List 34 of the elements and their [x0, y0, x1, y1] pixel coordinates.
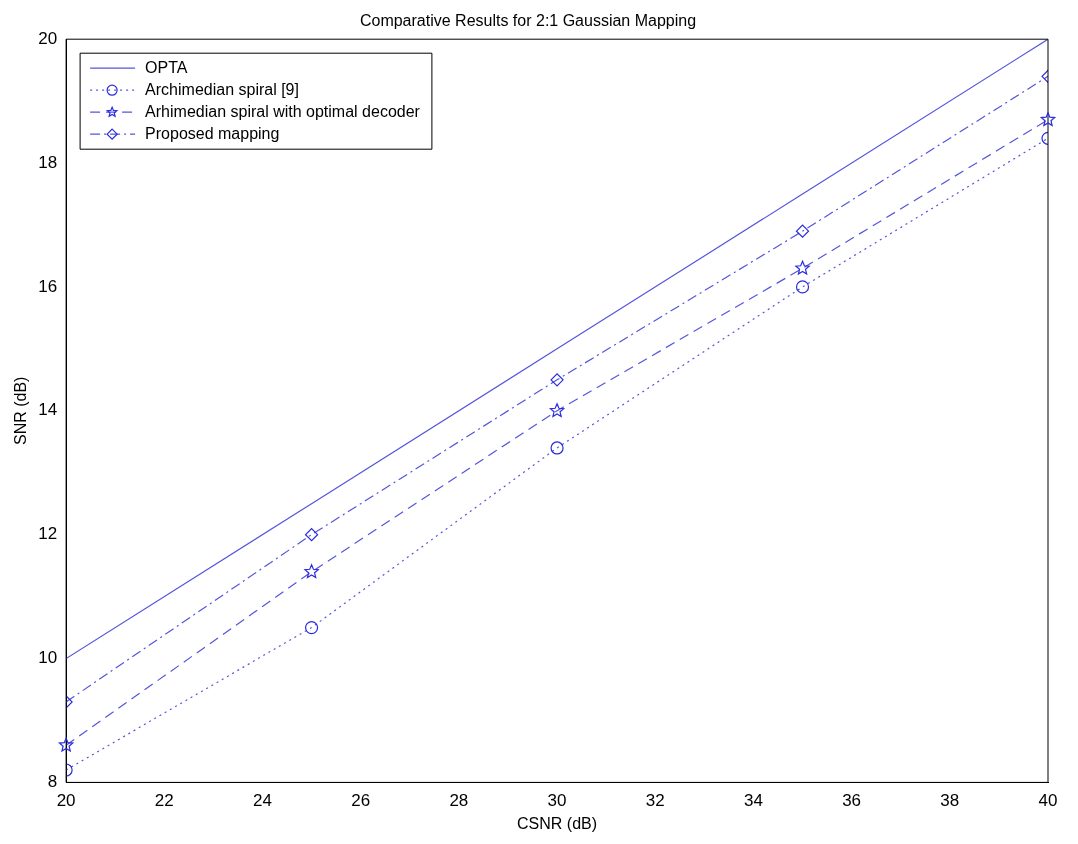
x-tick-label: 36 — [842, 791, 862, 811]
x-tick-label: 30 — [547, 791, 567, 811]
point — [550, 373, 564, 387]
point — [304, 528, 319, 542]
y-tick-label: 16 — [38, 276, 58, 296]
y-axis-title: SNR (dB) — [12, 376, 30, 446]
y-tick-label: 8 — [47, 772, 58, 792]
x-tick-label: 26 — [351, 791, 371, 811]
y-tick-label: 18 — [38, 152, 58, 172]
x-tick-label: 34 — [743, 791, 763, 811]
legend-label: Archimedian spiral [9] — [145, 80, 299, 98]
legend-label: Proposed mapping — [145, 124, 280, 142]
legend-label: Arhimedian spiral with optimal decoder — [145, 102, 421, 120]
x-tick-label: 20 — [56, 791, 76, 811]
point — [304, 620, 319, 635]
point — [304, 564, 319, 579]
legend-label: OPTA — [145, 58, 188, 76]
point — [795, 260, 810, 275]
y-tick-label: 10 — [38, 648, 58, 668]
chart-title: Comparative Results for 2:1 Gaussian Mapping — [359, 12, 697, 30]
point — [795, 224, 810, 238]
x-tick-label: 24 — [253, 791, 272, 811]
x-tick-label: 40 — [1038, 791, 1058, 811]
y-tick-label: 14 — [38, 400, 58, 420]
x-tick-label: 38 — [940, 791, 960, 811]
x-tick-label: 32 — [645, 791, 665, 811]
y-tick-label: 20 — [38, 28, 58, 48]
point — [549, 403, 565, 418]
y-tick-label: 12 — [38, 524, 58, 544]
point — [550, 441, 564, 455]
x-tick-label: 28 — [449, 791, 469, 811]
x-axis-title: CSNR (dB) — [517, 814, 598, 832]
point — [795, 280, 810, 294]
x-tick-label: 22 — [154, 791, 174, 811]
